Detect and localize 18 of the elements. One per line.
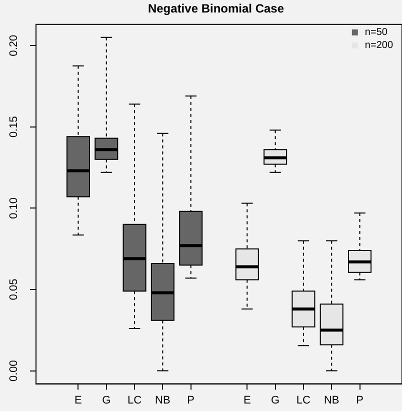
y-tick-label: 0.20 [8,34,20,56]
x-tick-label: G [102,394,111,406]
y-tick-label: 0.15 [8,116,20,138]
y-tick-label: 0.05 [8,278,20,300]
x-tick-label: P [356,394,364,406]
x-tick-label: LC [128,394,142,406]
y-tick-label: 0.10 [8,197,20,219]
x-tick-label: LC [296,394,311,406]
legend-label: n=200 [364,40,394,52]
x-tick-label: E [74,394,82,406]
x-tick-label: E [243,394,251,406]
x-tick-label: NB [155,394,170,406]
y-tick-label: 0.00 [8,360,20,382]
x-tick-label: G [271,394,280,406]
x-tick-label: NB [324,394,340,406]
x-tick-label: P [187,394,195,406]
legend-label: n=50 [364,27,388,38]
chart-title: Negative Binomial Case [148,2,284,16]
